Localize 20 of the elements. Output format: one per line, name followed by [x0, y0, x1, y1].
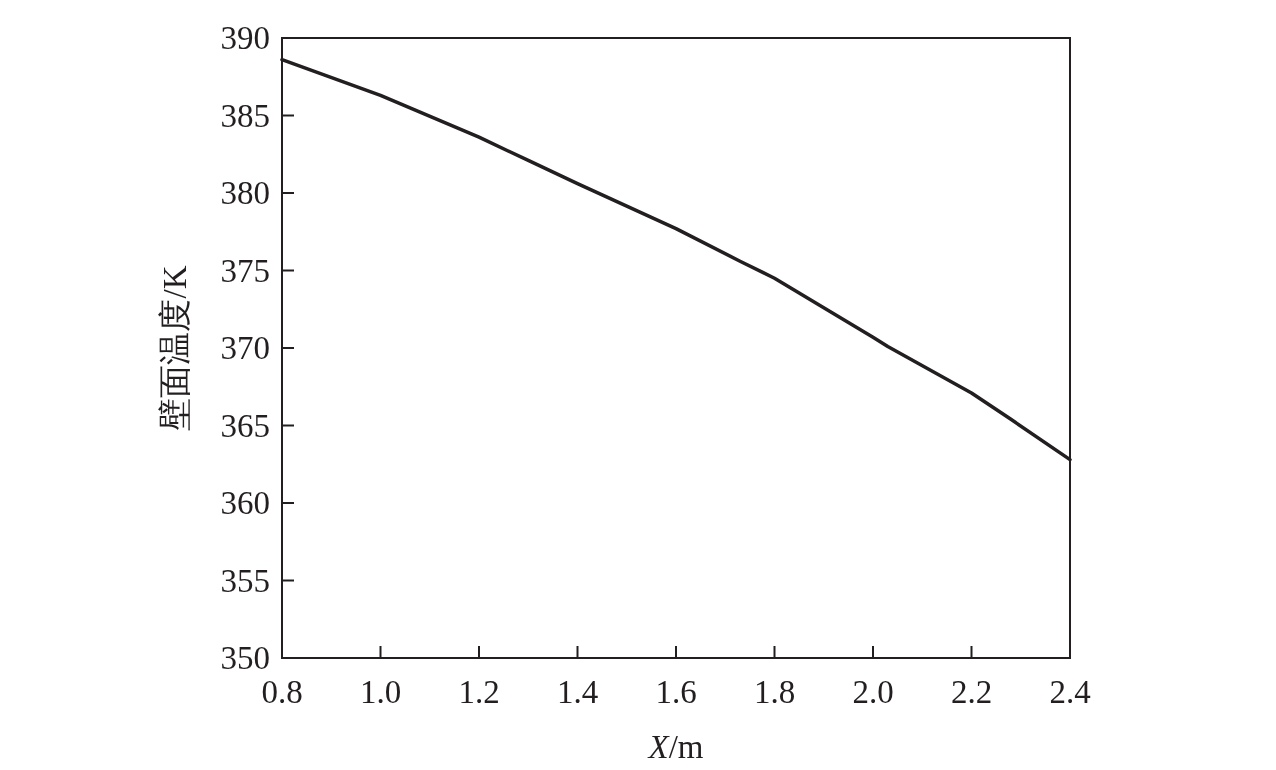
y-tick-label: 350 [220, 640, 270, 676]
x-tick-label: 1.2 [458, 674, 500, 710]
y-tick-label: 360 [220, 485, 270, 521]
y-axis-title: 壁面温度/K [157, 265, 193, 431]
x-axis-title: X/m [646, 729, 704, 765]
y-tick-label: 355 [220, 562, 270, 599]
x-tick-label: 1.6 [655, 674, 697, 710]
y-tick-label: 385 [220, 97, 270, 134]
x-tick-label: 1.0 [359, 674, 402, 710]
y-tick-label: 390 [220, 20, 270, 56]
x-tick-label: 1.4 [556, 674, 599, 710]
x-tick-label: 2.0 [852, 674, 894, 710]
x-tick-label: 0.8 [261, 674, 303, 710]
x-tick-label: 2.4 [1049, 674, 1091, 710]
x-tick-label: 1.8 [753, 674, 796, 710]
y-tick-label: 375 [220, 252, 270, 289]
y-tick-label: 370 [220, 330, 270, 366]
y-tick-label: 365 [220, 407, 270, 444]
x-tick-label: 2.2 [950, 674, 993, 710]
y-tick-label: 380 [220, 175, 270, 211]
